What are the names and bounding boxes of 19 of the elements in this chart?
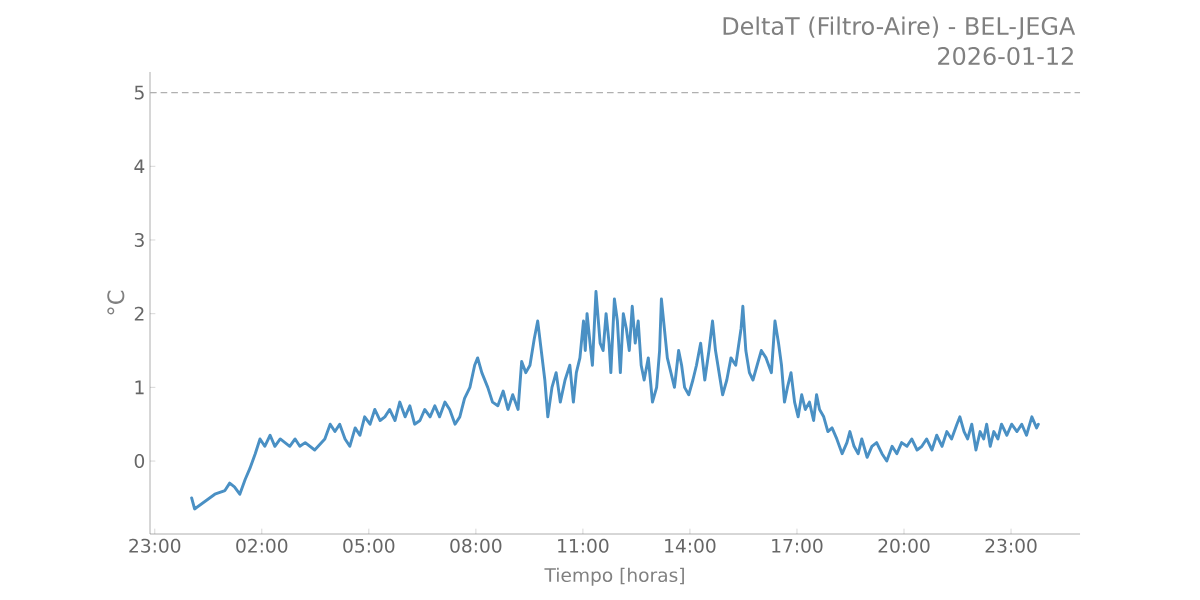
x-tick-label: 14:00: [665, 538, 716, 553]
chart-subtitle: 2026-01-12: [938, 46, 1073, 66]
x-tick-label: 17:00: [772, 538, 823, 553]
y-axis-title: °C: [107, 290, 125, 315]
x-tick-label: 08:00: [450, 538, 502, 553]
x-tick-label: 20:00: [878, 538, 930, 553]
x-tick-label: 23:00: [985, 538, 1037, 553]
y-tick-label: 3: [134, 232, 144, 248]
y-tick-label: 0: [134, 454, 145, 469]
x-tick-label: 23:00: [129, 538, 181, 553]
y-tick-label: 5: [134, 85, 144, 100]
y-tick-label: 2: [134, 306, 144, 321]
x-tick-label: 05:00: [343, 538, 395, 553]
x-axis-title: Tiempo [horas]: [544, 567, 684, 586]
x-tick-label: 02:00: [236, 538, 288, 553]
x-tick-label: 11:00: [558, 538, 609, 553]
chart-title: DeltaT (Filtro-Aire) - BEL-JEGA: [723, 16, 1076, 40]
y-tick-label: 4: [134, 159, 145, 174]
y-tick-label: 1: [135, 380, 144, 395]
